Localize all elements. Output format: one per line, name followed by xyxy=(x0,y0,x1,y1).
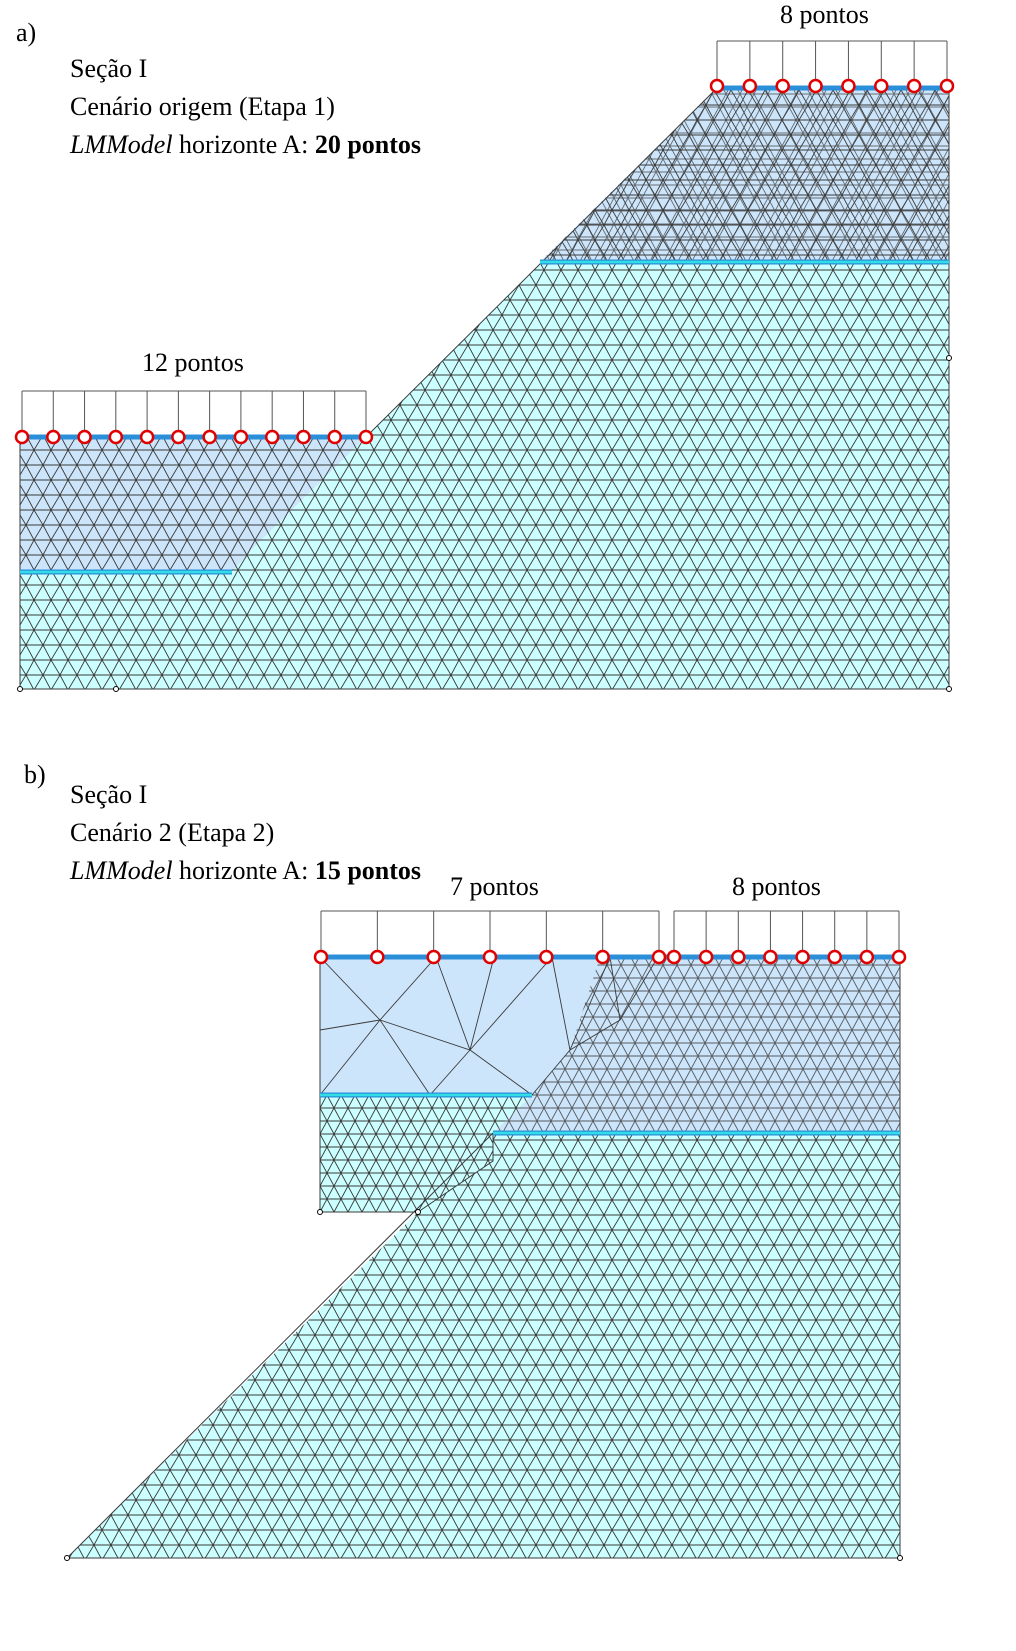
panel-b-left-point-marker xyxy=(426,949,441,965)
panel-a-model-line: LMModel horizonte A: 20 pontos xyxy=(70,130,421,160)
panel-b-node xyxy=(415,1209,421,1215)
panel-a-left-bracket xyxy=(21,390,367,431)
panel-b-model-line: LMModel horizonte A: 15 pontos xyxy=(70,856,421,886)
panel-b-mesh xyxy=(67,1133,900,1558)
panel-b-left-bracket xyxy=(320,910,660,951)
panel-a-right-point-marker xyxy=(775,78,790,94)
panel-b-right-bracket xyxy=(673,910,900,951)
panel-b xyxy=(64,910,907,1561)
panel-a-right-point-marker xyxy=(742,78,758,94)
panel-a-tag: a) xyxy=(16,18,37,47)
panel-b-right-point-marker xyxy=(698,949,714,965)
model-text: horizonte A: xyxy=(172,130,315,159)
panel-b-node xyxy=(897,1555,903,1561)
panel-b-scenario: Cenário 2 (Etapa 2) xyxy=(70,818,275,847)
panel-b-tag: b) xyxy=(24,760,46,789)
panel-a-left-point-marker xyxy=(46,429,61,445)
panel-a-left-point-marker xyxy=(202,429,217,445)
panel-b-right-point-marker xyxy=(827,949,842,965)
panel-b-right-point-marker xyxy=(795,949,810,965)
panel-b-left-point-marker xyxy=(595,949,610,965)
panel-a-left-points xyxy=(14,429,374,445)
panel-a-left-point-marker xyxy=(264,429,280,445)
panel-b-right-point-marker xyxy=(731,949,746,965)
panel-a-node xyxy=(946,355,952,361)
model-count: 15 pontos xyxy=(314,856,422,885)
panel-a-node xyxy=(946,686,952,692)
panel-a-left-point-marker xyxy=(358,429,374,445)
panel-a-node xyxy=(113,686,119,692)
panel-b-right-group-label: 8 pontos xyxy=(732,872,821,901)
panel-b-node xyxy=(64,1555,70,1561)
panel-a-left-point-marker xyxy=(14,429,30,445)
panel-a-right-point-marker xyxy=(841,78,856,94)
panel-a-section: Seção I xyxy=(70,54,148,83)
panel-a-right-point-marker xyxy=(808,78,823,94)
panel-a-right-point-marker xyxy=(939,78,955,94)
panel-a-left-point-marker xyxy=(233,429,249,445)
panel-b-left-point-marker xyxy=(539,949,554,965)
panel-b-right-point-marker xyxy=(763,949,778,965)
panel-a-left-group-label: 12 pontos xyxy=(142,348,244,377)
panel-a-left-point-marker xyxy=(77,429,92,445)
panel-a-right-point-marker xyxy=(906,78,922,94)
panel-b-node xyxy=(317,1209,323,1215)
panel-a-left-point-marker xyxy=(296,429,311,445)
panel-a-mesh-upper xyxy=(540,88,949,262)
panel-a-right-point-marker xyxy=(709,78,725,94)
panel-b-right-point-marker xyxy=(859,949,875,965)
panel-b-right-points xyxy=(666,949,907,965)
panel-b-section: Seção I xyxy=(70,780,148,809)
panel-a-right-group-label: 8 pontos xyxy=(780,0,869,29)
panel-b-left-points xyxy=(313,949,667,965)
panel-a-scenario: Cenário origem (Etapa 1) xyxy=(70,92,335,121)
panel-b-left-point-marker xyxy=(482,949,498,965)
panel-b-left-point-marker xyxy=(313,949,329,965)
panel-b-left-point-marker xyxy=(370,949,385,965)
panel-a-right-points xyxy=(709,78,955,94)
panel-a-right-bracket xyxy=(716,40,948,80)
panel-b-mesh-upper-right xyxy=(493,957,900,1133)
panel-a-left-point-marker xyxy=(327,429,342,445)
model-text: horizonte A: xyxy=(172,856,315,885)
panel-a-node xyxy=(17,686,23,692)
panel-a-right-point-marker xyxy=(874,78,889,94)
model-count: 20 pontos xyxy=(314,130,422,159)
panel-a-left-point-marker xyxy=(108,429,124,445)
panel-b-left-point-marker xyxy=(651,949,667,965)
panel-a xyxy=(14,40,955,692)
model-name: LMModel xyxy=(70,130,173,159)
panel-a-left-point-marker xyxy=(139,429,155,445)
panel-a-left-point-marker xyxy=(171,429,186,445)
panel-b-right-point-marker xyxy=(666,949,682,965)
panel-b-right-point-marker xyxy=(891,949,907,965)
panel-b-left-group-label: 7 pontos xyxy=(450,872,539,901)
panel-b-coarse-mesh xyxy=(319,956,659,1096)
model-name: LMModel xyxy=(70,856,173,885)
panel-b-mesh-block xyxy=(320,1095,532,1212)
